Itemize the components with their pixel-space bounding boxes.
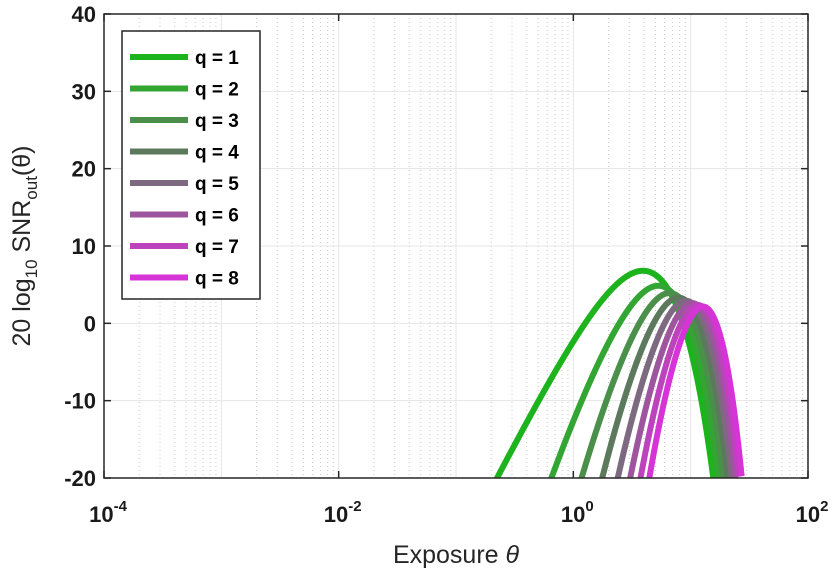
y-tick-label: 10 (72, 234, 96, 259)
series-line-q5 (614, 297, 735, 478)
legend-label-q5: q = 5 (195, 174, 239, 195)
legend-label-q8: q = 8 (195, 269, 239, 290)
y-tick-label: 0 (84, 311, 96, 336)
x-axis-label: Exposure θ (393, 541, 520, 569)
series-line-q2 (548, 282, 722, 478)
legend-label-q6: q = 6 (195, 206, 239, 227)
y-tick-label: -20 (64, 466, 96, 491)
y-axis-label: 20 log10 SNRout(θ) (8, 146, 41, 347)
legend: q = 1 q = 2 q = 3 q = 4 q = 5 q = 6 q = 7 q = 8 (121, 30, 261, 300)
y-tick-label: 20 (72, 157, 96, 182)
x-tick-label: 102 (796, 498, 829, 527)
legend-label-q2: q = 2 (195, 80, 239, 101)
x-tick-label: 10-2 (324, 498, 362, 527)
svg-text:20 log10 SNRout(θ): 20 log10 SNRout(θ) (8, 146, 41, 347)
series-line-q3 (578, 290, 727, 478)
curves (493, 267, 745, 478)
legend-label-q3: q = 3 (195, 111, 239, 132)
x-tick-label: 100 (561, 498, 594, 527)
series-line-q8 (646, 303, 745, 478)
series-line-q6 (627, 300, 739, 478)
legend-label-q7: q = 7 (195, 237, 239, 258)
legend-label-q1: q = 1 (195, 48, 239, 69)
y-tick-label: 40 (72, 2, 96, 27)
series-line-q4 (599, 294, 731, 478)
legend-label-q4: q = 4 (195, 143, 239, 164)
y-tick-label: -10 (64, 389, 96, 414)
series-line-q7 (637, 301, 742, 478)
y-tick-label: 30 (72, 79, 96, 104)
legend-box (121, 30, 261, 300)
x-tick-label: 10-4 (89, 498, 127, 527)
ticks: -20 -10 0 10 20 30 40 10-4 10-2 100 102 (64, 2, 828, 527)
